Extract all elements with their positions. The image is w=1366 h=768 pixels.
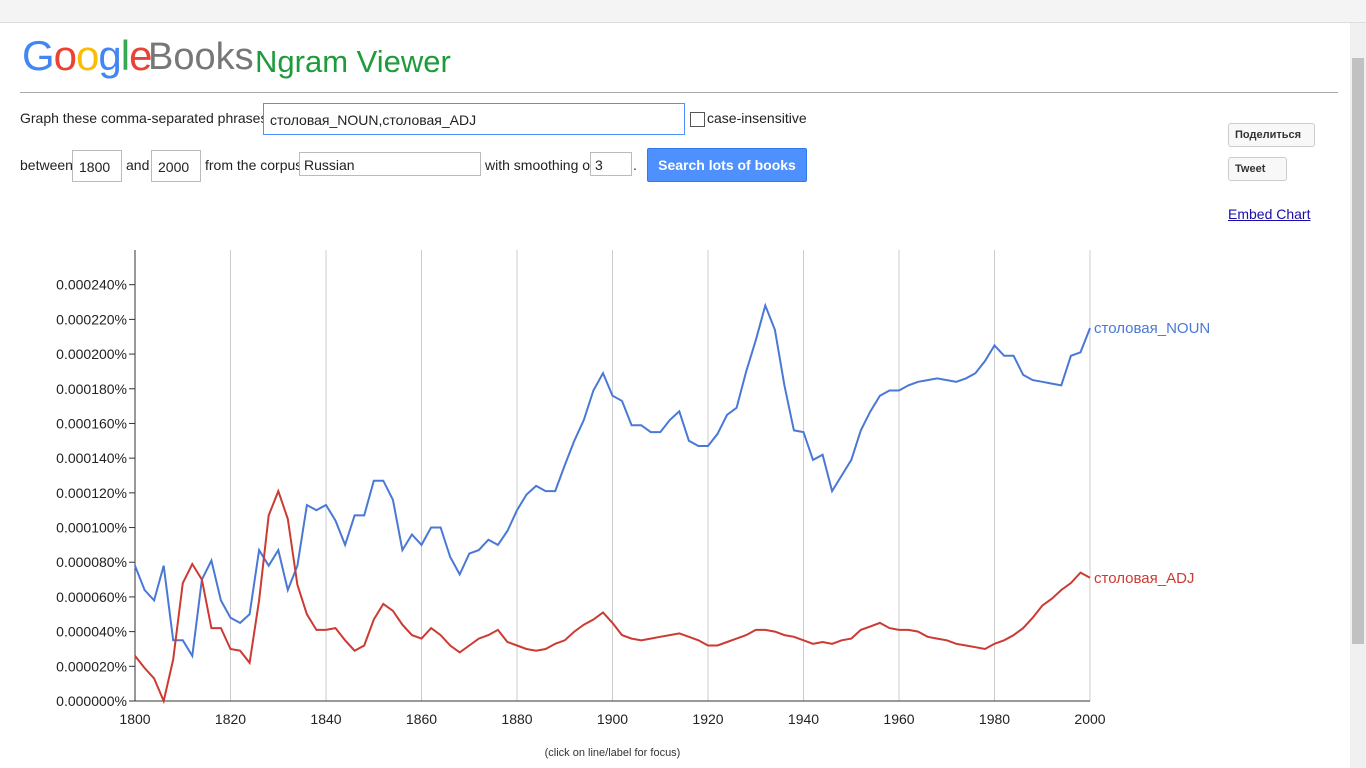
scroll-thumb[interactable]	[1352, 58, 1364, 644]
y-tick-label: 0.000200%	[56, 346, 127, 362]
y-tick-label: 0.000180%	[56, 381, 127, 397]
label: Graph these comma-separated phrases:	[20, 110, 272, 126]
x-tick-label: 1980	[979, 711, 1010, 727]
end-year[interactable]: 2000	[151, 150, 201, 182]
x-tick-label: 1840	[310, 711, 341, 727]
logo[interactable]: Google	[22, 32, 152, 79]
phrases-input[interactable]: столовая_NOUN,столовая_ADJ	[263, 103, 685, 135]
y-tick-label: 0.000060%	[56, 589, 127, 605]
start-year[interactable]: 1800	[72, 150, 122, 182]
product-name: Ngram Viewer	[255, 44, 451, 79]
x-tick-label: 1940	[788, 711, 819, 727]
x-tick-label: 1820	[215, 711, 246, 727]
y-tick-label: 0.000100%	[56, 520, 127, 536]
checkbox[interactable]	[690, 112, 705, 127]
y-tick-label: 0.000000%	[56, 693, 127, 709]
embed-link[interactable]: Embed Chart	[1228, 206, 1311, 222]
y-tick-label: 0.000240%	[56, 277, 127, 293]
chart: 1800 1820 1840 1860 1880 1900 1920 1940 1960 1980…	[56, 250, 1210, 759]
chart-note: (click on line/label for focus)	[545, 747, 681, 759]
x-tick-label: 1880	[501, 711, 532, 727]
y-tick-label: 0.000020%	[56, 658, 127, 674]
x-tick-label: 1900	[597, 711, 628, 727]
search-button[interactable]: Search lots of books	[647, 148, 807, 182]
share-button[interactable]: Поделиться	[1228, 123, 1315, 147]
x-tick-label: 1860	[406, 711, 437, 727]
series-line[interactable]	[134, 488, 1091, 705]
label: with smoothing of	[485, 157, 594, 173]
tweet-button[interactable]: Tweet	[1228, 157, 1287, 181]
label: case-insensitive	[707, 110, 807, 126]
y-tick-label: 0.000040%	[56, 624, 127, 640]
label: and	[126, 157, 150, 173]
divider	[20, 92, 1338, 93]
label: .	[633, 157, 637, 173]
smoothing-select[interactable]: 3	[590, 152, 632, 176]
browser-bar	[0, 0, 1366, 23]
series-line[interactable]	[134, 302, 1091, 659]
corpus-select[interactable]: Russian	[299, 152, 481, 176]
y-tick-label: 0.000140%	[56, 450, 127, 466]
label: from the corpus	[205, 157, 303, 173]
series-label[interactable]: столовая_NOUN	[1094, 320, 1210, 337]
x-tick-label: 1920	[692, 711, 723, 727]
x-tick-label: 1800	[119, 711, 150, 727]
y-tick-label: 0.000160%	[56, 415, 127, 431]
series-label[interactable]: столовая_ADJ	[1094, 570, 1194, 587]
x-tick-label: 1960	[883, 711, 914, 727]
books-label: Books	[148, 36, 254, 78]
y-tick-label: 0.000120%	[56, 485, 127, 501]
label: between	[20, 157, 73, 173]
y-tick-label: 0.000080%	[56, 554, 127, 570]
x-tick-label: 2000	[1074, 711, 1105, 727]
y-tick-label: 0.000220%	[56, 311, 127, 327]
